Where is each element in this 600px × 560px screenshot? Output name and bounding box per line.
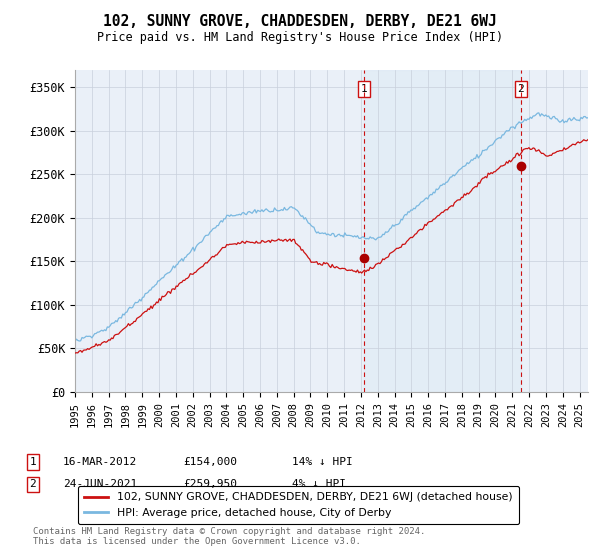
Text: 102, SUNNY GROVE, CHADDESDEN, DERBY, DE21 6WJ: 102, SUNNY GROVE, CHADDESDEN, DERBY, DE2… xyxy=(103,14,497,29)
Text: 2: 2 xyxy=(29,479,37,489)
Text: 2: 2 xyxy=(517,84,524,94)
Text: £154,000: £154,000 xyxy=(183,457,237,467)
Text: Contains HM Land Registry data © Crown copyright and database right 2024.
This d: Contains HM Land Registry data © Crown c… xyxy=(33,526,425,546)
Text: 24-JUN-2021: 24-JUN-2021 xyxy=(63,479,137,489)
Text: 16-MAR-2012: 16-MAR-2012 xyxy=(63,457,137,467)
Text: 14% ↓ HPI: 14% ↓ HPI xyxy=(292,457,353,467)
Text: 1: 1 xyxy=(29,457,37,467)
Legend: 102, SUNNY GROVE, CHADDESDEN, DERBY, DE21 6WJ (detached house), HPI: Average pri: 102, SUNNY GROVE, CHADDESDEN, DERBY, DE2… xyxy=(78,486,519,524)
Bar xyxy=(364,70,521,392)
Text: 4% ↓ HPI: 4% ↓ HPI xyxy=(292,479,346,489)
Text: Price paid vs. HM Land Registry's House Price Index (HPI): Price paid vs. HM Land Registry's House … xyxy=(97,31,503,44)
Text: £259,950: £259,950 xyxy=(183,479,237,489)
Text: 1: 1 xyxy=(361,84,368,94)
